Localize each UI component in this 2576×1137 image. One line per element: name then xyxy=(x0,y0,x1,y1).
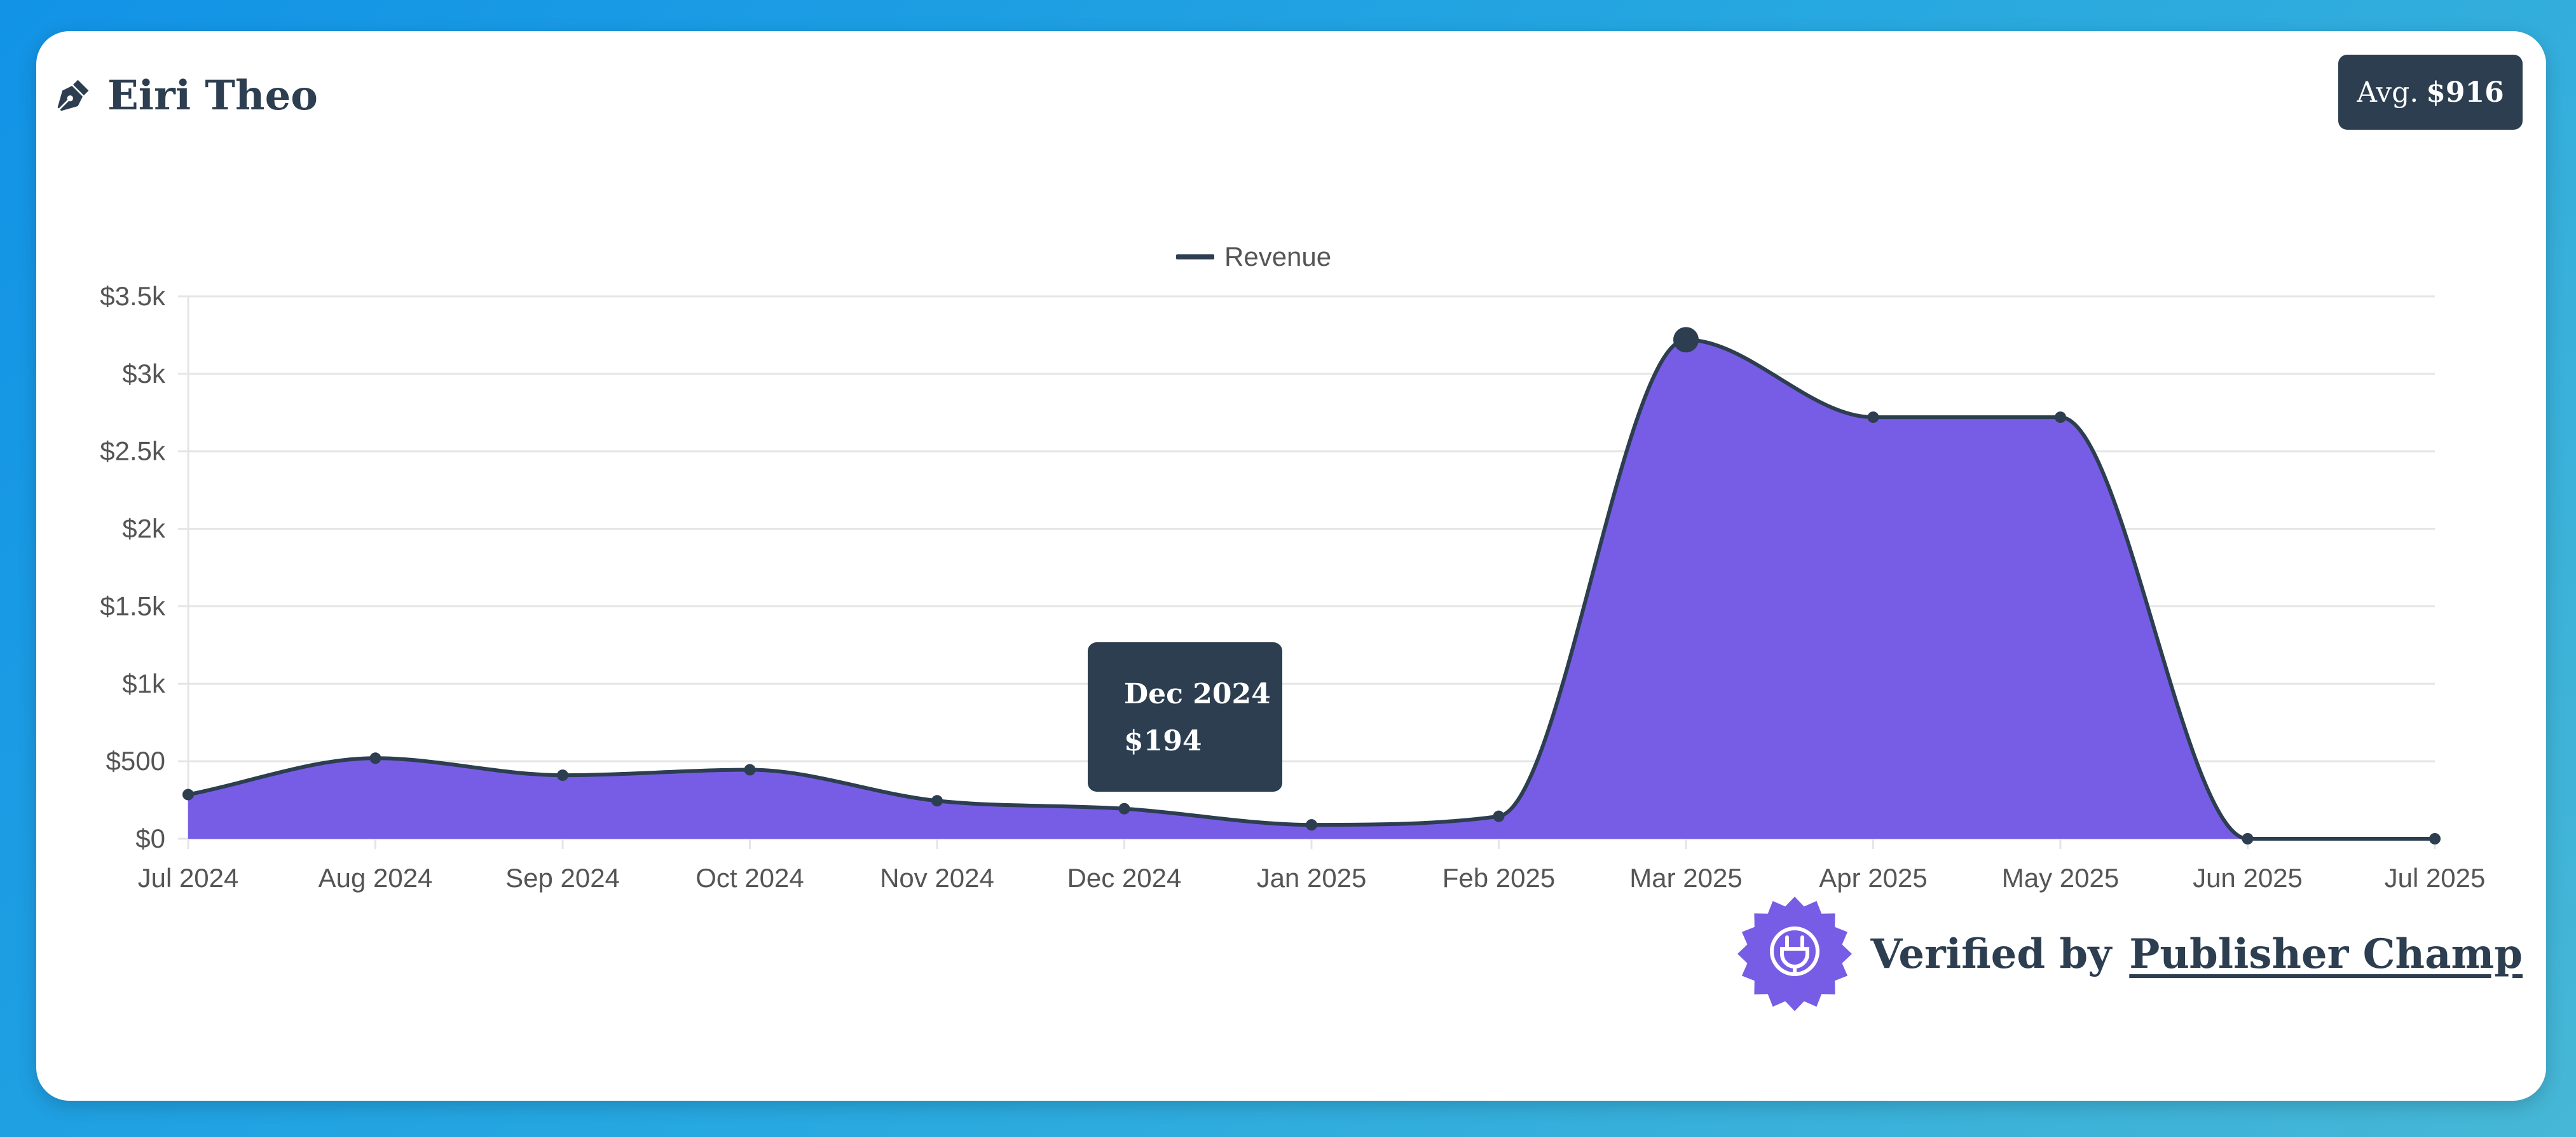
legend-label: Revenue xyxy=(1224,242,1332,272)
x-tick-label: Jun 2025 xyxy=(2193,863,2303,893)
data-point xyxy=(1118,803,1130,815)
x-tick-label: Feb 2025 xyxy=(1442,863,1555,893)
data-point xyxy=(1867,411,1879,424)
revenue-area xyxy=(188,340,2435,839)
y-tick-label: $2.5k xyxy=(100,436,166,466)
x-tick-label: Mar 2025 xyxy=(1629,863,1742,893)
legend-swatch xyxy=(1176,254,1214,259)
data-point xyxy=(2242,833,2254,844)
data-point xyxy=(1673,327,1699,353)
x-tick-label: Dec 2024 xyxy=(1067,863,1182,893)
average-badge: Avg. $916 xyxy=(2338,55,2523,130)
verified-prefix: Verified by xyxy=(1870,930,2112,978)
publisher-champ-link[interactable]: Publisher Champ xyxy=(2129,930,2523,978)
data-point xyxy=(2429,833,2441,844)
verified-footer: Verified by Publisher Champ xyxy=(1736,897,2523,1011)
chart-legend[interactable]: Revenue xyxy=(1176,242,1331,272)
y-tick-label: $3.5k xyxy=(100,281,166,311)
avg-label: Avg. xyxy=(2357,76,2419,109)
x-tick-label: Jul 2025 xyxy=(2385,863,2486,893)
y-tick-label: $2k xyxy=(122,514,166,544)
tooltip-value: $194 xyxy=(1124,725,1202,757)
data-point xyxy=(744,764,756,776)
x-tick-label: Nov 2024 xyxy=(880,863,994,893)
data-point xyxy=(1306,819,1317,831)
x-tick-label: Jul 2024 xyxy=(138,863,239,893)
x-tick-label: Apr 2025 xyxy=(1819,863,1927,893)
x-tick-label: Sep 2024 xyxy=(505,863,620,893)
data-point xyxy=(1493,810,1505,822)
data-point xyxy=(557,769,568,782)
tooltip-title: Dec 2024 xyxy=(1124,678,1271,710)
x-tick-label: Aug 2024 xyxy=(319,863,433,893)
x-tick-label: May 2025 xyxy=(2002,863,2119,893)
plug-seal-icon xyxy=(1737,897,1852,1011)
y-tick-label: $1.5k xyxy=(100,591,166,621)
data-point xyxy=(2055,411,2066,424)
pen-nib-icon xyxy=(57,79,89,111)
page-title: Eiri Theo xyxy=(54,64,318,127)
data-point xyxy=(931,795,943,807)
title-text: Eiri Theo xyxy=(107,71,318,120)
y-tick-label: $1k xyxy=(122,668,166,698)
data-point xyxy=(182,789,194,801)
avg-value: $916 xyxy=(2426,76,2504,109)
x-tick-label: Jan 2025 xyxy=(1257,863,1367,893)
data-point xyxy=(369,752,381,764)
y-tick-label: $0 xyxy=(135,823,165,853)
x-tick-label: Oct 2024 xyxy=(695,863,804,893)
y-tick-label: $3k xyxy=(122,359,166,389)
y-tick-label: $500 xyxy=(106,746,165,776)
revenue-line xyxy=(188,338,2435,841)
chart-tooltip: Dec 2024 $194 xyxy=(1088,642,1282,792)
